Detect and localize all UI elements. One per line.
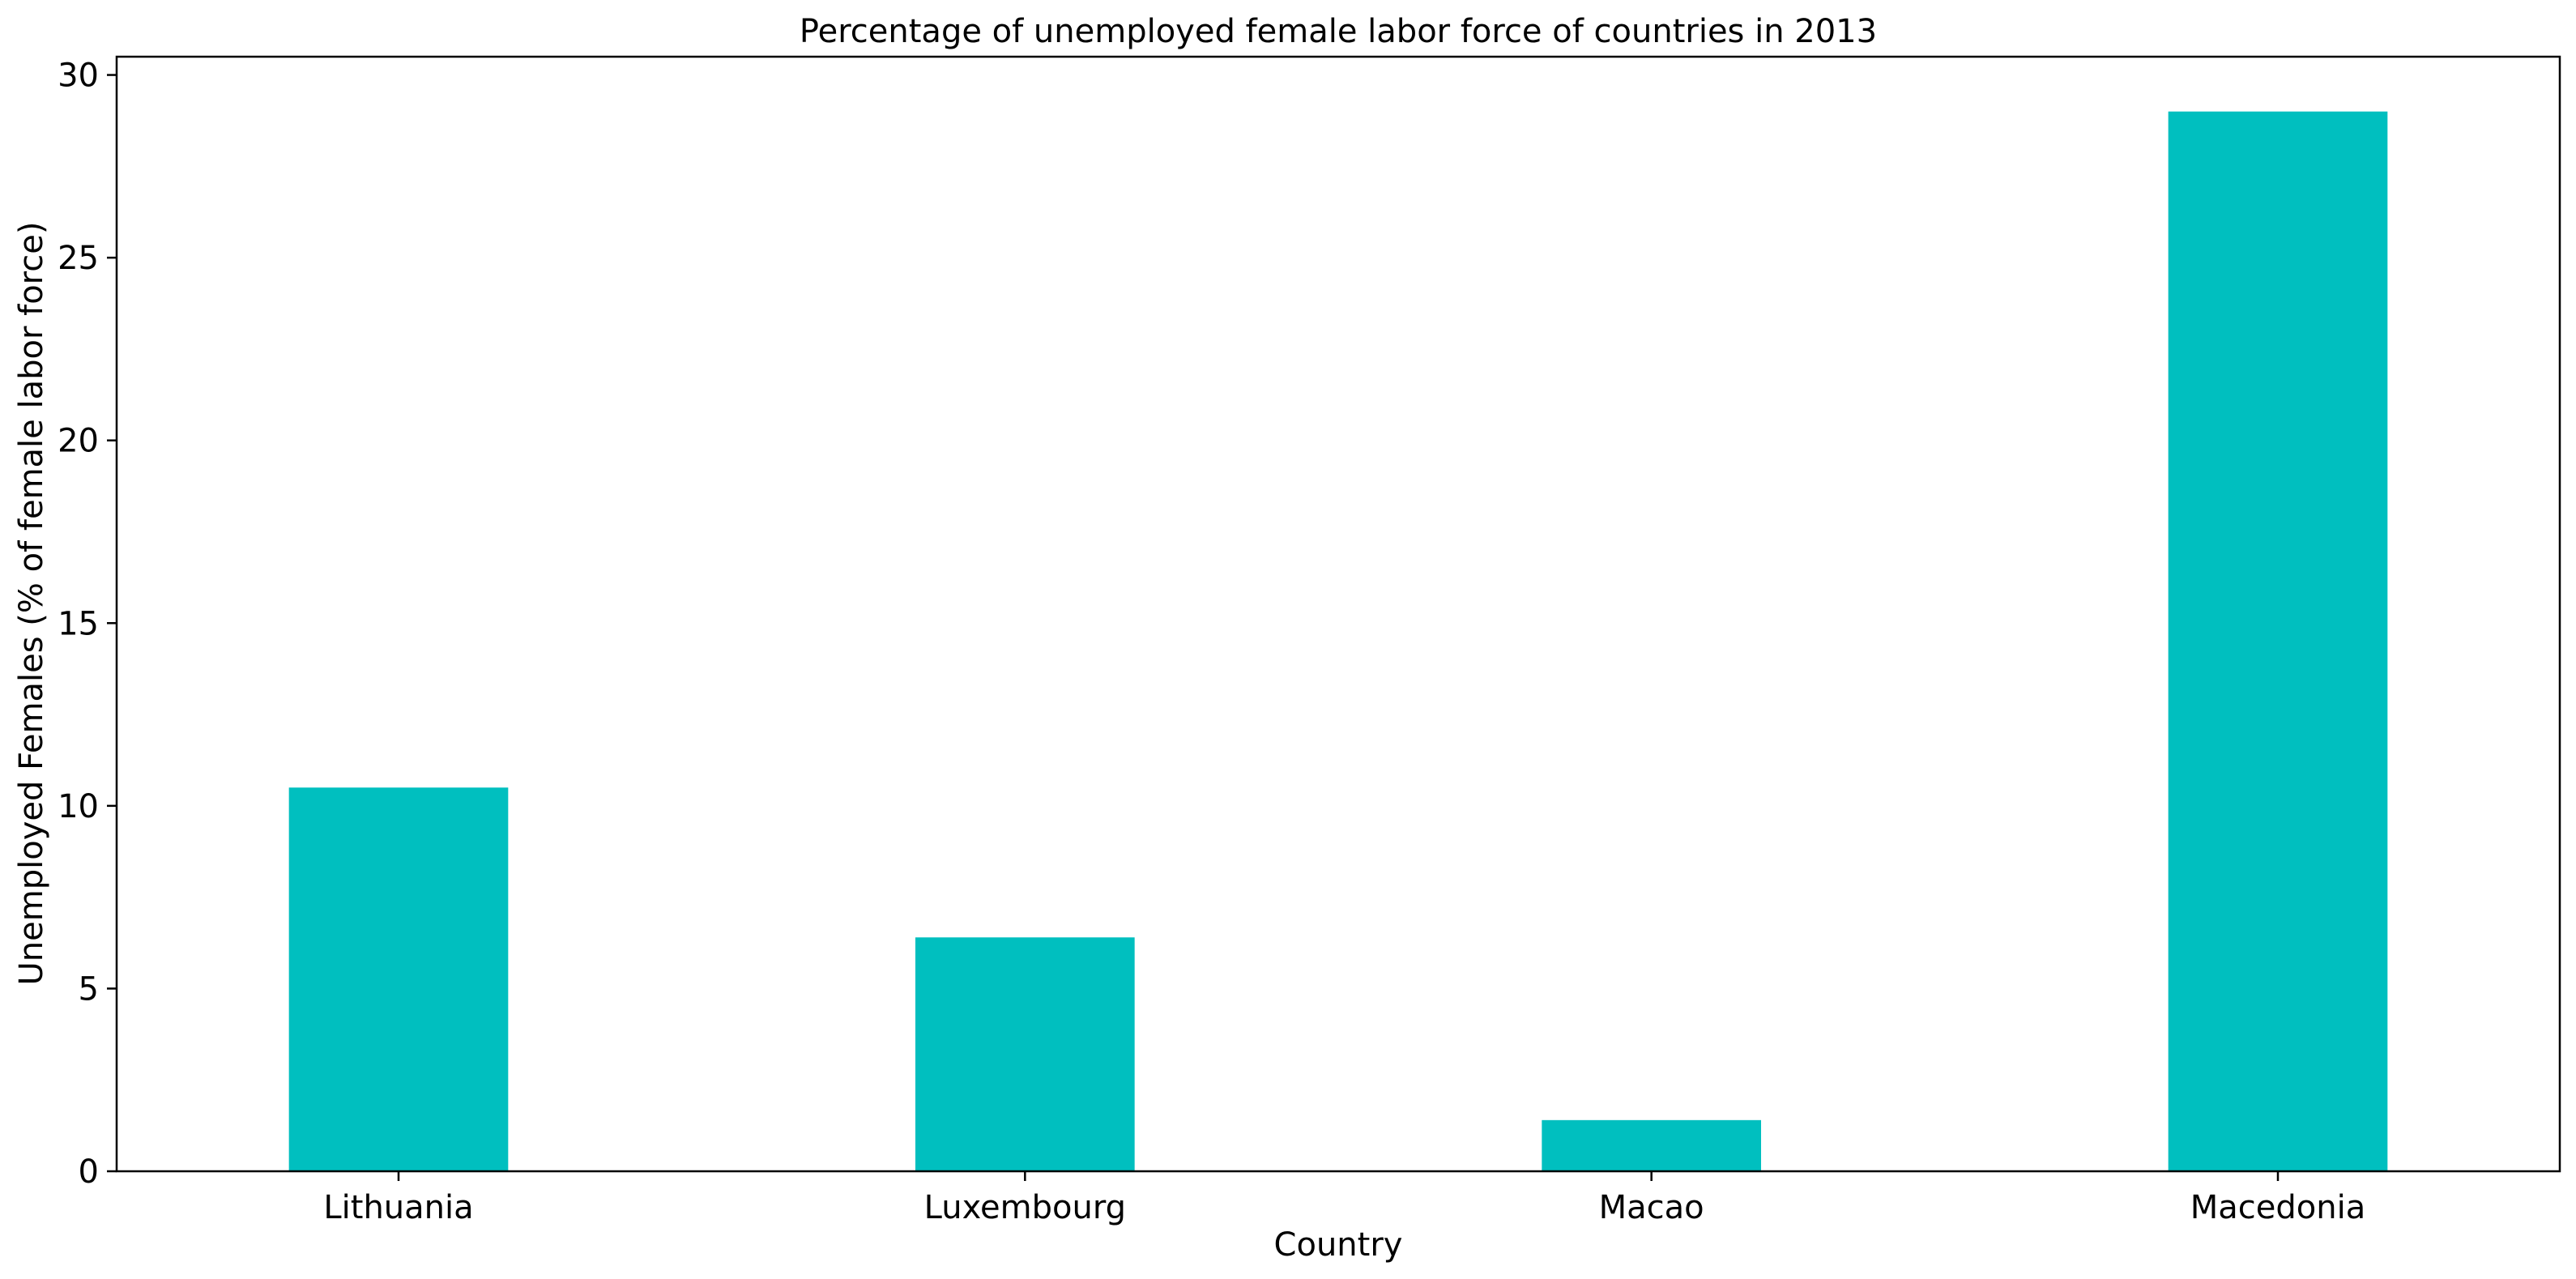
- x-tick-label: Macedonia: [2190, 1189, 2365, 1226]
- bar-macao: [1542, 1119, 1761, 1171]
- bars-group: [288, 111, 2388, 1172]
- x-tick-label: Macao: [1599, 1189, 1704, 1226]
- x-ticks-group: Lithuania Luxembourg Macao Macedonia: [323, 1171, 2365, 1226]
- bar-lithuania: [288, 787, 509, 1171]
- y-tick-label: 20: [58, 423, 99, 460]
- y-axis-label: Unemployed Females (% of female labor fo…: [13, 222, 50, 986]
- y-tick-label: 5: [79, 970, 99, 1008]
- x-tick-label: Lithuania: [323, 1189, 473, 1226]
- bar-macedonia: [2168, 111, 2388, 1172]
- bar-luxembourg: [915, 937, 1135, 1171]
- y-tick-label: 10: [58, 788, 99, 825]
- y-tick-label: 15: [58, 605, 99, 642]
- plot-frame: [115, 55, 2561, 1173]
- y-tick-label: 30: [58, 58, 99, 95]
- chart-title: Percentage of unemployed female labor fo…: [800, 13, 1877, 50]
- x-tick-label: Luxembourg: [924, 1189, 1126, 1226]
- y-tick-label: 0: [79, 1153, 99, 1191]
- y-tick-label: 25: [58, 240, 99, 277]
- y-ticks-group: 0 5 10 15 20 25 30: [58, 58, 117, 1191]
- x-axis-label: Country: [1274, 1226, 1403, 1264]
